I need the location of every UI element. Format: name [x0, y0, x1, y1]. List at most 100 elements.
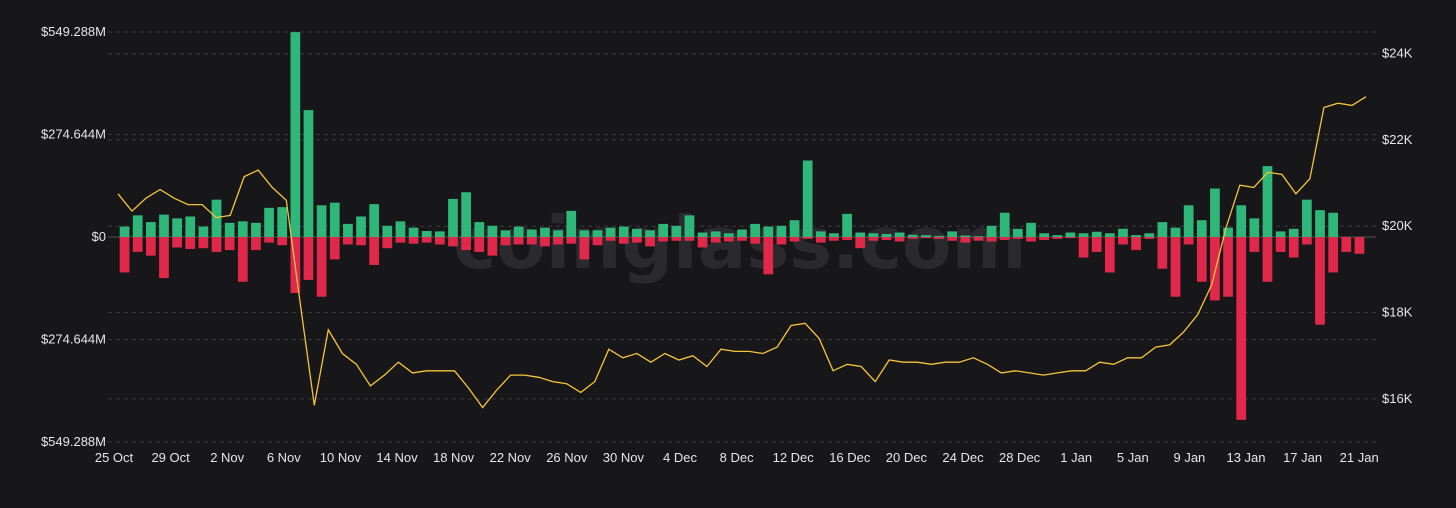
inflow-bar [1157, 222, 1168, 237]
inflow-bar [434, 231, 445, 237]
x-axis-tick-label: 9 Jan [1173, 450, 1205, 465]
outflow-bar [632, 237, 642, 243]
inflow-bar [566, 210, 577, 237]
inflow-bar [1183, 205, 1194, 237]
outflow-bars [119, 237, 1365, 420]
inflow-bar [198, 226, 209, 237]
inflow-bar [132, 215, 143, 237]
outflow-bar [329, 237, 340, 260]
outflow-bar [684, 237, 695, 241]
outflow-bar [802, 237, 813, 239]
outflow-bar [264, 237, 274, 243]
inflow-bar [1052, 235, 1063, 237]
inflow-bar [802, 160, 813, 237]
inflow-bar [829, 233, 839, 237]
outflow-bar [316, 237, 327, 297]
outflow-bar [921, 237, 931, 239]
inflow-bar [1170, 227, 1181, 237]
inflow-bar [395, 221, 406, 237]
inflow-bar [474, 222, 485, 237]
outflow-bar [763, 237, 774, 275]
inflow-bar [290, 32, 301, 237]
outflow-bar [1315, 237, 1325, 325]
x-axis-tick-label: 28 Dec [999, 450, 1041, 465]
inflow-bar [1249, 218, 1260, 237]
left-axis: $549.288M $274.644M $0 $274.644M $549.288M [41, 24, 106, 449]
inflow-bar [632, 228, 642, 237]
inflow-bar [592, 230, 603, 237]
inflow-bar [1091, 231, 1102, 237]
inflow-bar [237, 221, 248, 237]
outflow-bar [776, 237, 787, 245]
inflow-bar [356, 216, 366, 237]
outflow-bar [1091, 237, 1102, 252]
x-axis: 25 Oct 29 Oct 2 Nov 6 Nov 10 Nov 14 Nov 18 Nov… [95, 450, 1379, 465]
inflow-bar [737, 229, 747, 237]
outflow-bar [461, 237, 471, 251]
inflow-bar [277, 207, 288, 237]
price-line-path [117, 96, 1367, 409]
inflow-bars [119, 32, 1339, 237]
outflow-bar [343, 237, 353, 245]
inflow-bar [1262, 166, 1273, 237]
outflow-bar [1354, 237, 1365, 254]
inflow-bar [763, 226, 774, 237]
x-axis-tick-label: 29 Oct [151, 450, 190, 465]
x-axis-tick-label: 20 Dec [886, 450, 928, 465]
inflow-bar [1065, 232, 1076, 237]
outflow-bar [369, 237, 380, 265]
inflow-bar [448, 198, 458, 237]
inflow-bar [1026, 222, 1036, 237]
x-axis-tick-label: 17 Jan [1283, 450, 1322, 465]
inflow-bar [921, 235, 931, 237]
outflow-bar [881, 237, 892, 240]
left-axis-tick-label: $549.288M [41, 434, 106, 449]
outflow-bar [1026, 237, 1036, 242]
outflow-bar [1183, 237, 1194, 245]
price-line [117, 96, 1367, 409]
outflow-bar [211, 237, 222, 252]
inflow-bar [264, 207, 274, 237]
x-axis-tick-label: 26 Nov [546, 450, 588, 465]
left-axis-tick-label: $274.644M [41, 332, 106, 347]
inflow-bar [1288, 228, 1299, 237]
inflow-bar [329, 202, 340, 237]
outflow-bar [145, 237, 156, 256]
outflow-bar [474, 237, 485, 252]
outflow-bar [526, 237, 537, 245]
inflow-bar [540, 227, 550, 237]
inflow-bar [1013, 228, 1023, 237]
outflow-bar [605, 237, 616, 241]
outflow-bar [119, 237, 130, 273]
inflow-bar [1118, 228, 1128, 237]
outflow-bar [1275, 237, 1286, 252]
outflow-bar [1078, 237, 1089, 258]
inflow-bar [421, 231, 432, 237]
inflow-bar [1144, 233, 1155, 237]
x-axis-tick-label: 10 Nov [320, 450, 362, 465]
outflow-bar [894, 237, 905, 242]
inflow-bar [1104, 233, 1115, 237]
x-axis-tick-label: 16 Dec [829, 450, 871, 465]
outflow-bar [553, 237, 563, 245]
inflow-bar [1315, 210, 1325, 237]
outflow-bar [973, 237, 984, 241]
x-axis-tick-label: 1 Jan [1060, 450, 1092, 465]
inflow-bar [947, 231, 958, 237]
outflow-bar [1118, 237, 1128, 245]
left-axis-tick-label: $0 [92, 229, 106, 244]
inflow-bar [513, 226, 524, 237]
outflow-bar [592, 237, 603, 246]
outflow-bar [1131, 237, 1141, 251]
right-axis-tick-label: $22K [1382, 132, 1413, 147]
outflow-bar [1288, 237, 1299, 258]
inflow-bar [868, 233, 879, 237]
outflow-bar [382, 237, 393, 249]
inflow-bar [684, 215, 695, 237]
inflow-bar [408, 227, 419, 237]
inflow-bar [815, 231, 826, 237]
watermark: coinglass.com [453, 201, 1026, 285]
outflow-bar [1302, 237, 1312, 245]
outflow-bar [1341, 237, 1352, 252]
